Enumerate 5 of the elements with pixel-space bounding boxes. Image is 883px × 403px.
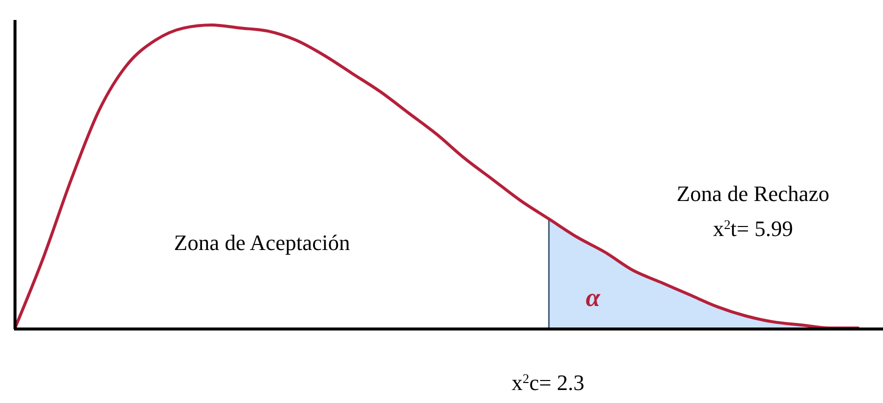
annotation: Zona de Aceptación [174, 230, 350, 255]
text: x$^{2}$c= 2.3 [512, 370, 584, 395]
annotation: x$^{2}$t= 5.99 [712, 216, 794, 241]
annotation: α [586, 283, 601, 312]
annotation: Zona de Rechazo [676, 181, 830, 206]
